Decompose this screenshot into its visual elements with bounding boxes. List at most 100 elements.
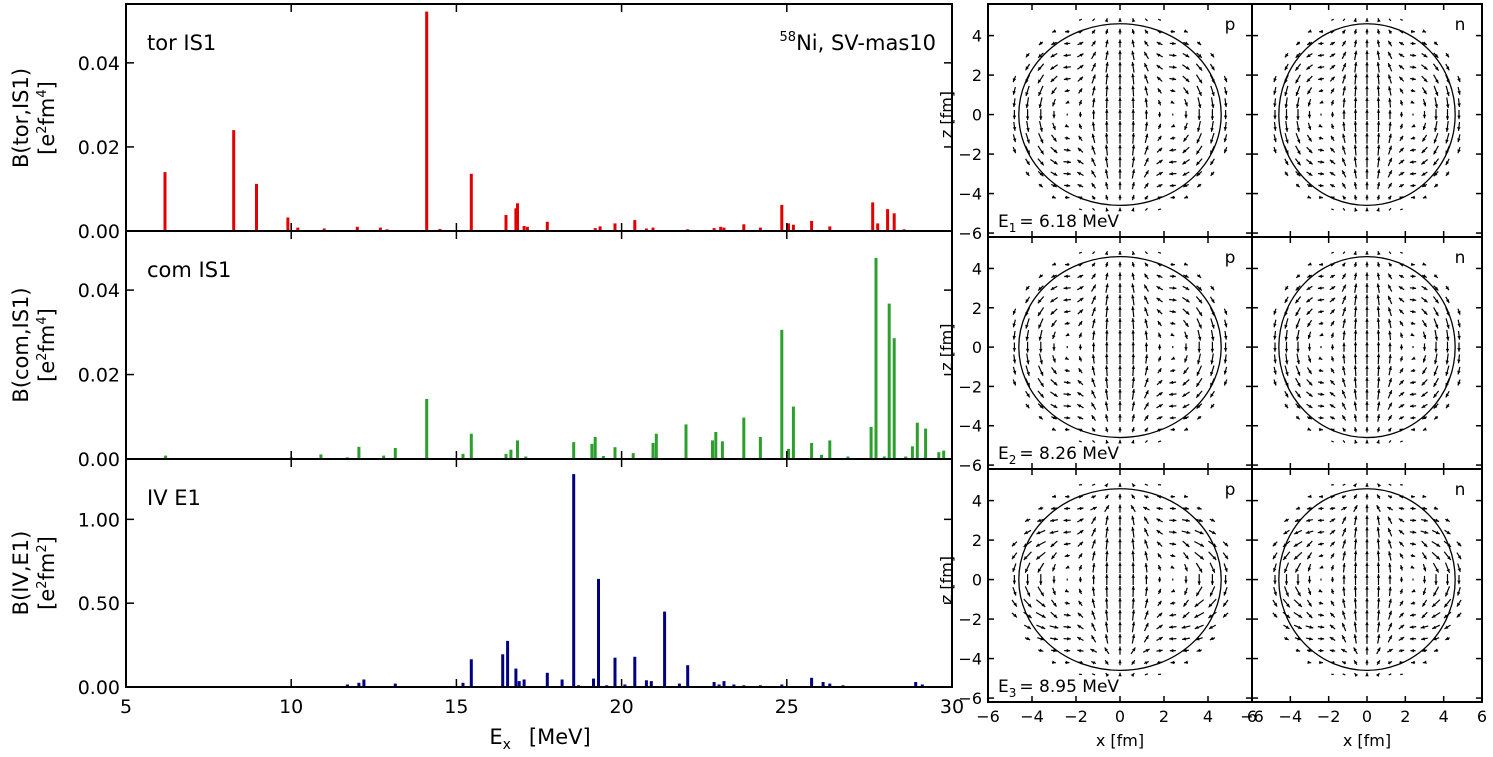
field-arrowhead bbox=[1197, 581, 1201, 585]
field-arrowhead bbox=[1078, 553, 1083, 558]
field-arrowhead bbox=[1285, 286, 1289, 291]
field-arrowhead bbox=[1376, 207, 1380, 212]
field-arrowhead bbox=[1091, 354, 1096, 358]
x-axis-label-main: E bbox=[489, 725, 502, 749]
field-arrowhead bbox=[1295, 568, 1299, 573]
field-arrowhead bbox=[1388, 574, 1392, 579]
field-arrowhead bbox=[1329, 159, 1334, 164]
field-arrowhead bbox=[1118, 73, 1122, 78]
com-unit-sup2: 4 bbox=[35, 316, 50, 324]
field-arrowhead bbox=[1306, 53, 1311, 58]
field-arrowhead bbox=[1157, 123, 1162, 128]
field-arrowhead bbox=[1422, 195, 1427, 199]
field-arrowhead bbox=[1376, 341, 1381, 346]
field-arrowhead bbox=[1342, 366, 1346, 370]
field-arrowhead bbox=[1050, 78, 1055, 82]
field-arrowhead bbox=[1158, 380, 1163, 384]
field-arrowhead bbox=[1308, 381, 1313, 386]
field-arrowhead bbox=[1144, 183, 1149, 187]
field-arrow bbox=[1144, 673, 1149, 676]
field-arrowhead bbox=[1433, 139, 1437, 144]
field-arrowhead bbox=[1091, 145, 1095, 150]
field-arrowhead bbox=[1295, 79, 1299, 84]
field-arrowhead bbox=[1223, 591, 1227, 596]
field-arrowhead bbox=[1420, 625, 1425, 629]
tor-bar bbox=[651, 227, 655, 231]
field-arrowhead bbox=[1118, 597, 1122, 602]
field-arrowhead bbox=[1306, 66, 1311, 70]
field-arrowhead bbox=[1422, 602, 1426, 607]
field-arrowhead bbox=[1063, 77, 1068, 81]
field-arrowhead bbox=[1410, 380, 1414, 385]
field-arrowhead bbox=[1445, 286, 1449, 291]
field-arrowhead bbox=[1052, 114, 1056, 119]
vf-xtick-label: 2 bbox=[1400, 707, 1410, 726]
field-arrowhead bbox=[1376, 306, 1381, 311]
field-arrowhead bbox=[1198, 286, 1202, 291]
iv-unit-sup1: 2 bbox=[35, 580, 50, 588]
field-arrowhead bbox=[1183, 415, 1188, 420]
tor-bar bbox=[613, 223, 617, 231]
field-arrowhead bbox=[1318, 41, 1323, 46]
field-arrowhead bbox=[1434, 506, 1439, 510]
field-arrowhead bbox=[1388, 586, 1392, 591]
field-arrowhead bbox=[1105, 318, 1109, 322]
field-arrowhead bbox=[1064, 88, 1069, 93]
field-arrowhead bbox=[1026, 128, 1030, 132]
field-arrowhead bbox=[1208, 614, 1213, 618]
field-arrowhead bbox=[1012, 115, 1017, 120]
field-arrowhead bbox=[1422, 494, 1427, 499]
field-arrow bbox=[1078, 440, 1082, 443]
field-arrowhead bbox=[1212, 556, 1217, 560]
field-arrowhead bbox=[1307, 126, 1312, 130]
field-arrowhead bbox=[1457, 542, 1462, 547]
field-arrowhead bbox=[1145, 635, 1149, 640]
field-arrowhead bbox=[1079, 286, 1084, 290]
tor-bar bbox=[787, 223, 790, 231]
field-arrowhead bbox=[1435, 91, 1439, 96]
field-arrowhead bbox=[1026, 139, 1030, 144]
field-arrowhead bbox=[1145, 170, 1149, 175]
field-arrowhead bbox=[1422, 114, 1427, 119]
field-arrowhead bbox=[1182, 381, 1187, 386]
field-arrowhead bbox=[1091, 574, 1096, 579]
field-arrowhead bbox=[1365, 550, 1369, 555]
tor-bar bbox=[780, 204, 784, 231]
field-arrowhead bbox=[1064, 588, 1069, 593]
field-arrowhead bbox=[1400, 637, 1405, 641]
field-arrowhead bbox=[1156, 297, 1161, 302]
com-unit-pre: [e bbox=[35, 361, 59, 382]
iv-bar bbox=[345, 684, 349, 687]
field-arrowhead bbox=[1365, 515, 1369, 519]
field-arrowhead bbox=[1434, 286, 1439, 291]
field-arrowhead bbox=[1156, 286, 1161, 290]
field-arrowhead bbox=[1353, 318, 1358, 322]
field-arrowhead bbox=[1295, 299, 1299, 304]
field-arrowhead bbox=[1353, 283, 1358, 288]
vector-field-ylabels: z [fm]z [fm]z [fm] bbox=[937, 91, 956, 603]
field-arrow bbox=[1078, 208, 1082, 211]
field-arrowhead bbox=[1185, 90, 1189, 95]
x-axis-label: Ex [MeV] bbox=[489, 725, 590, 753]
field-arrowhead bbox=[1376, 329, 1381, 334]
field-arrowhead bbox=[1319, 368, 1324, 373]
field-arrowhead bbox=[1273, 115, 1277, 120]
iv-unit-post: ] bbox=[35, 536, 59, 544]
field-arrowhead bbox=[1118, 207, 1122, 212]
field-arrowhead bbox=[1444, 603, 1448, 608]
field-arrowhead bbox=[1025, 299, 1029, 303]
field-arrowhead bbox=[1092, 51, 1096, 56]
field-arrowhead bbox=[1319, 195, 1323, 200]
field-arrowhead bbox=[1038, 324, 1042, 329]
field-arrowhead bbox=[1342, 551, 1346, 556]
field-arrowhead bbox=[1399, 88, 1404, 93]
field-arrowhead bbox=[1308, 370, 1312, 374]
field-arrowhead bbox=[1144, 98, 1148, 102]
field-arrowhead bbox=[1064, 506, 1068, 511]
field-arrowhead bbox=[1330, 321, 1335, 325]
field-arrowhead bbox=[1422, 41, 1427, 45]
field-arrowhead bbox=[1156, 275, 1161, 279]
field-arrowhead bbox=[1398, 518, 1403, 522]
tor-unit-sup1: 2 bbox=[35, 125, 50, 133]
field-arrowhead bbox=[1104, 621, 1109, 626]
